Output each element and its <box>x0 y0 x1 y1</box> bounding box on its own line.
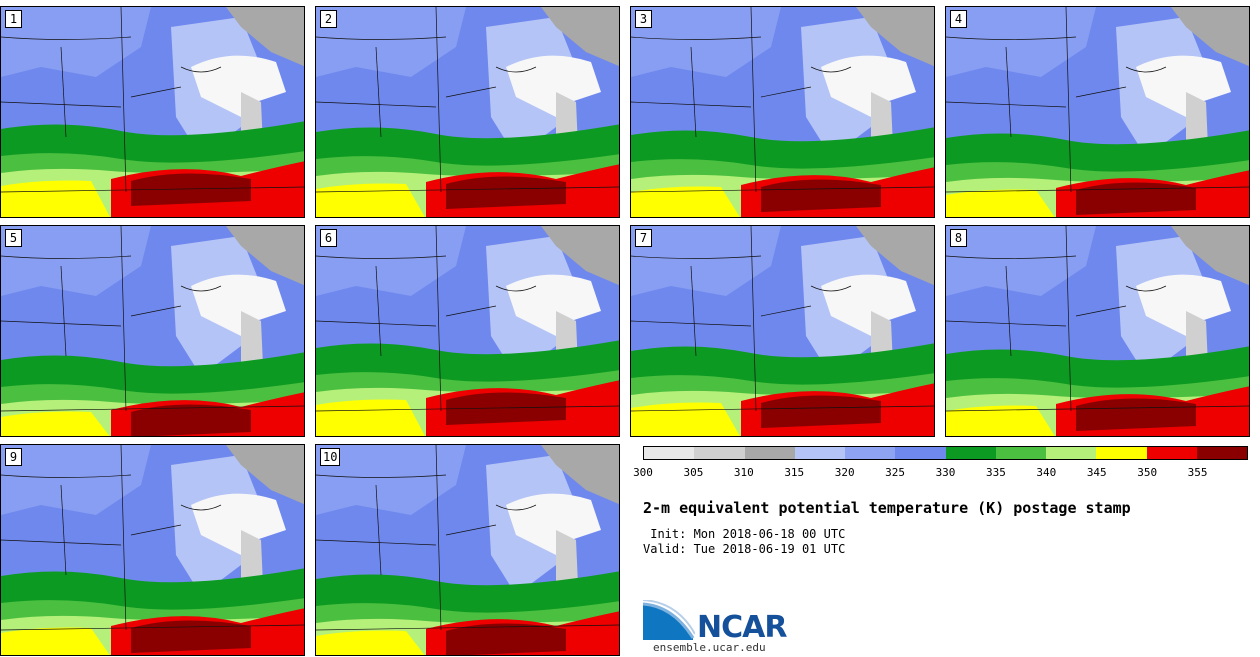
colorbar-tick-label: 300 <box>633 466 653 479</box>
map-field <box>946 7 1249 217</box>
colorbar-ticks: 300 305 310 315 320 325 330 335 340 345 350 355 <box>633 466 1248 480</box>
colorbar-tick-label: 320 <box>834 466 855 479</box>
colorbar-box <box>945 447 996 459</box>
ensemble-member-panel: 8 <box>945 225 1250 437</box>
colorbar-tick-label: 315 <box>784 466 805 479</box>
map-field <box>631 7 934 217</box>
map-field <box>1 226 304 436</box>
colorbar-box <box>794 447 845 459</box>
member-number-label: 5 <box>5 229 22 247</box>
ensemble-member-panel: 5 <box>0 225 305 437</box>
colorbar-box <box>1046 447 1097 459</box>
colorbar-box <box>995 447 1046 459</box>
member-number-label: 9 <box>5 448 22 466</box>
ensemble-member-panel: 2 <box>315 6 620 218</box>
colorbar-box <box>644 447 695 459</box>
map-field <box>946 226 1249 436</box>
colorbar-tick-label: 305 <box>683 466 704 479</box>
colorbar-box <box>1096 447 1147 459</box>
ensemble-member-panel: 9 <box>0 444 305 656</box>
colorbar-tick-label: 325 <box>885 466 906 479</box>
map-field <box>1 445 304 655</box>
ensemble-member-panel: 3 <box>630 6 935 218</box>
ncar-logo: NCAR <box>642 599 793 652</box>
member-number-label: 4 <box>950 10 967 28</box>
member-number-label: 8 <box>950 229 967 247</box>
ncar-swoosh-icon <box>642 599 696 640</box>
colorbar-tick-label: 350 <box>1137 466 1158 479</box>
colorbar-tick-label: 340 <box>1036 466 1057 479</box>
colorbar-tick-label: 355 <box>1187 466 1208 479</box>
chart-title: 2-m equivalent potential temperature (K)… <box>643 499 1131 517</box>
init-time: Init: Mon 2018-06-18 00 UTC <box>643 527 846 541</box>
valid-time: Valid: Tue 2018-06-19 01 UTC <box>643 542 846 556</box>
colorbar-box <box>744 447 795 459</box>
colorbar-legend: 300 305 310 315 320 325 330 335 340 345 350 355 <box>633 446 1248 482</box>
map-field <box>316 445 619 655</box>
colorbar-tick-label: 335 <box>985 466 1006 479</box>
map-field <box>316 7 619 217</box>
member-number-label: 10 <box>320 448 341 466</box>
colorbar-tick-label: 310 <box>733 466 754 479</box>
member-number-label: 6 <box>320 229 337 247</box>
ensemble-member-panel: 7 <box>630 225 935 437</box>
member-number-label: 2 <box>320 10 337 28</box>
ensemble-member-panel: 4 <box>945 6 1250 218</box>
colorbar-box <box>895 447 946 459</box>
ensemble-member-panel: 1 <box>0 6 305 218</box>
map-field <box>1 7 304 217</box>
colorbar-boxes <box>643 446 1248 460</box>
member-number-label: 3 <box>635 10 652 28</box>
logo-url: ensemble.ucar.edu <box>653 641 766 654</box>
colorbar-box <box>694 447 745 459</box>
ensemble-member-panel: 10 <box>315 444 620 656</box>
member-number-label: 1 <box>5 10 22 28</box>
colorbar-tick-label: 345 <box>1086 466 1107 479</box>
colorbar-box <box>845 447 896 459</box>
member-number-label: 7 <box>635 229 652 247</box>
colorbar-box <box>1146 447 1197 459</box>
ncar-logo-text: NCAR <box>697 610 787 645</box>
colorbar-box <box>1196 447 1247 459</box>
map-field <box>631 226 934 436</box>
colorbar-tick-label: 330 <box>935 466 956 479</box>
map-field <box>316 226 619 436</box>
ensemble-member-panel: 6 <box>315 225 620 437</box>
